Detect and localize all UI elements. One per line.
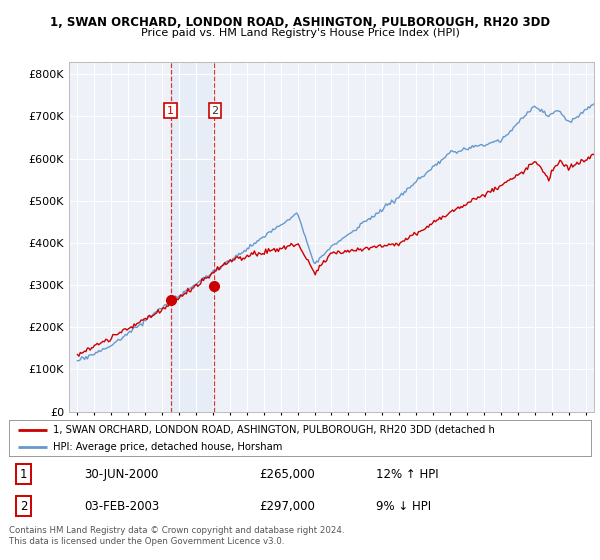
Text: 2: 2 [212, 106, 219, 115]
Text: 1: 1 [167, 106, 174, 115]
Text: 2: 2 [20, 500, 28, 513]
Bar [170, 62, 214, 412]
Text: 1, SWAN ORCHARD, LONDON ROAD, ASHINGTON, PULBOROUGH, RH20 3DD (detached h: 1, SWAN ORCHARD, LONDON ROAD, ASHINGTON,… [53, 425, 494, 435]
Text: HPI: Average price, detached house, Horsham: HPI: Average price, detached house, Hors… [53, 442, 282, 451]
Text: 1: 1 [20, 468, 28, 480]
Text: £265,000: £265,000 [259, 468, 315, 480]
Text: Price paid vs. HM Land Registry's House Price Index (HPI): Price paid vs. HM Land Registry's House … [140, 28, 460, 38]
Text: 30-JUN-2000: 30-JUN-2000 [85, 468, 159, 480]
Text: 9% ↓ HPI: 9% ↓ HPI [376, 500, 431, 513]
Text: £297,000: £297,000 [259, 500, 315, 513]
Text: 12% ↑ HPI: 12% ↑ HPI [376, 468, 438, 480]
Text: Contains HM Land Registry data © Crown copyright and database right 2024.
This d: Contains HM Land Registry data © Crown c… [9, 526, 344, 546]
Text: 03-FEB-2003: 03-FEB-2003 [85, 500, 160, 513]
Text: 1, SWAN ORCHARD, LONDON ROAD, ASHINGTON, PULBOROUGH, RH20 3DD: 1, SWAN ORCHARD, LONDON ROAD, ASHINGTON,… [50, 16, 550, 29]
